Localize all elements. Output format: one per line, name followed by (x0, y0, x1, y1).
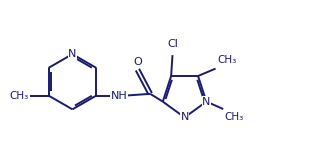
Text: CH₃: CH₃ (225, 112, 244, 122)
Text: N: N (68, 49, 76, 59)
Text: O: O (133, 57, 142, 67)
Text: CH₃: CH₃ (217, 55, 236, 65)
Text: N: N (180, 112, 189, 122)
Text: Cl: Cl (167, 39, 178, 49)
Text: N: N (202, 97, 211, 107)
Text: CH₃: CH₃ (9, 91, 28, 101)
Text: NH: NH (111, 91, 128, 101)
